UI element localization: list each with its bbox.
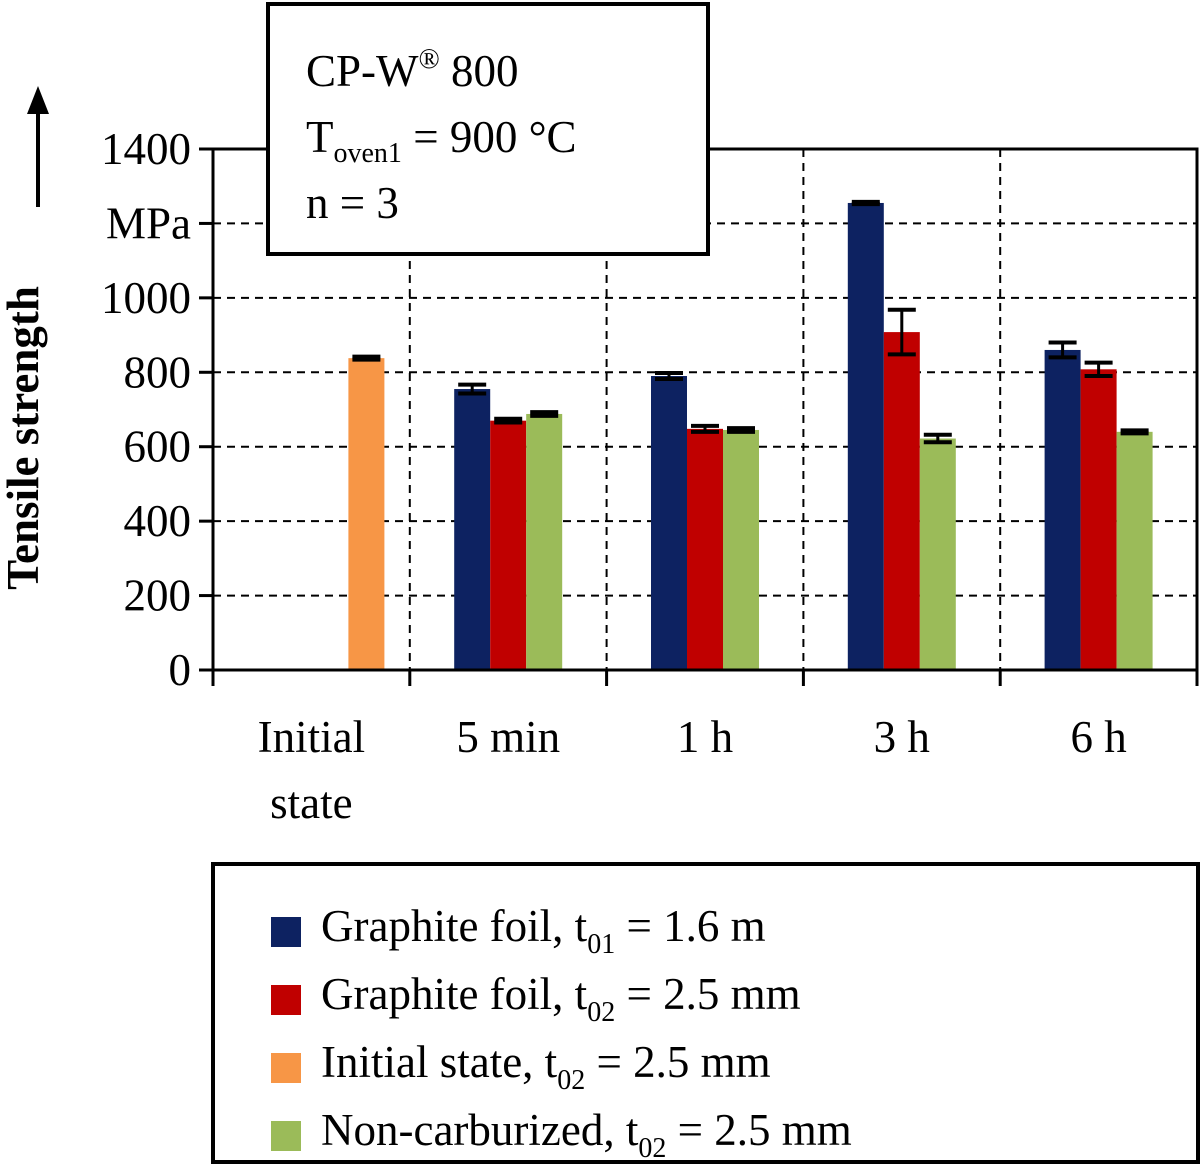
x-tick-labels: Initial state 5 min 1 h 3 h 6 h bbox=[258, 712, 1127, 828]
bar bbox=[1116, 431, 1153, 670]
bar bbox=[348, 358, 385, 670]
bar bbox=[723, 429, 759, 670]
x-tick-label: 6 h bbox=[1070, 712, 1126, 762]
legend-label: Graphite foil, t01 = 1.6 m bbox=[321, 901, 766, 960]
bar bbox=[651, 376, 687, 670]
x-tick-label: state bbox=[270, 778, 352, 828]
bar bbox=[526, 413, 563, 670]
bar bbox=[454, 389, 491, 670]
up-arrow-icon bbox=[27, 86, 49, 114]
legend-label: Graphite foil, t02 = 2.5 mm bbox=[321, 969, 801, 1028]
y-unit-label: MPa bbox=[106, 198, 191, 248]
sample-count-label: n = 3 bbox=[306, 178, 399, 228]
x-tick-label: 3 h bbox=[874, 712, 930, 762]
y-axis-title: Tensile strength bbox=[0, 86, 49, 590]
bar bbox=[687, 428, 723, 670]
legend: Graphite foil, t01 = 1.6 m Graphite foil… bbox=[211, 862, 1200, 1164]
bar bbox=[919, 438, 956, 670]
bars bbox=[348, 202, 1153, 671]
legend-swatch bbox=[271, 917, 301, 947]
x-tick-label: 1 h bbox=[677, 712, 733, 762]
y-tick-label: 200 bbox=[124, 571, 192, 621]
legend-label: Non-carburized, t02 = 2.5 mm bbox=[321, 1105, 852, 1164]
y-tick-label: 1000 bbox=[101, 273, 191, 323]
legend-swatch bbox=[271, 1121, 301, 1151]
y-axis-title-text: Tensile strength bbox=[0, 286, 48, 590]
y-tick-label: 0 bbox=[169, 645, 192, 695]
temperature-label: Toven1 = 900 °C bbox=[306, 112, 577, 169]
y-tick-label: 1400 bbox=[101, 124, 191, 174]
x-tick-label: Initial bbox=[258, 712, 365, 762]
bar bbox=[1080, 369, 1117, 670]
material-label: CP-W® 800 bbox=[306, 44, 519, 97]
legend-label: Initial state, t02 = 2.5 mm bbox=[321, 1037, 771, 1096]
legend-swatch bbox=[271, 985, 301, 1015]
bar-chart: 0 200 400 600 800 1000 1400 MPa Initial state 5 m… bbox=[0, 86, 1199, 828]
bar bbox=[883, 332, 920, 670]
annotation-box: CP-W® 800 Toven1 = 900 °C n = 3 bbox=[266, 2, 710, 256]
bar bbox=[847, 202, 884, 671]
y-tick-labels: 0 200 400 600 800 1000 1400 MPa bbox=[101, 124, 191, 695]
y-tick-label: 800 bbox=[124, 347, 192, 397]
y-tick-label: 600 bbox=[124, 422, 192, 472]
y-tick-label: 400 bbox=[124, 496, 192, 546]
legend-swatch bbox=[271, 1053, 301, 1083]
error-bars bbox=[352, 199, 1149, 445]
x-tick-label: 5 min bbox=[456, 712, 560, 762]
bar bbox=[490, 420, 527, 670]
bar bbox=[1044, 349, 1081, 670]
